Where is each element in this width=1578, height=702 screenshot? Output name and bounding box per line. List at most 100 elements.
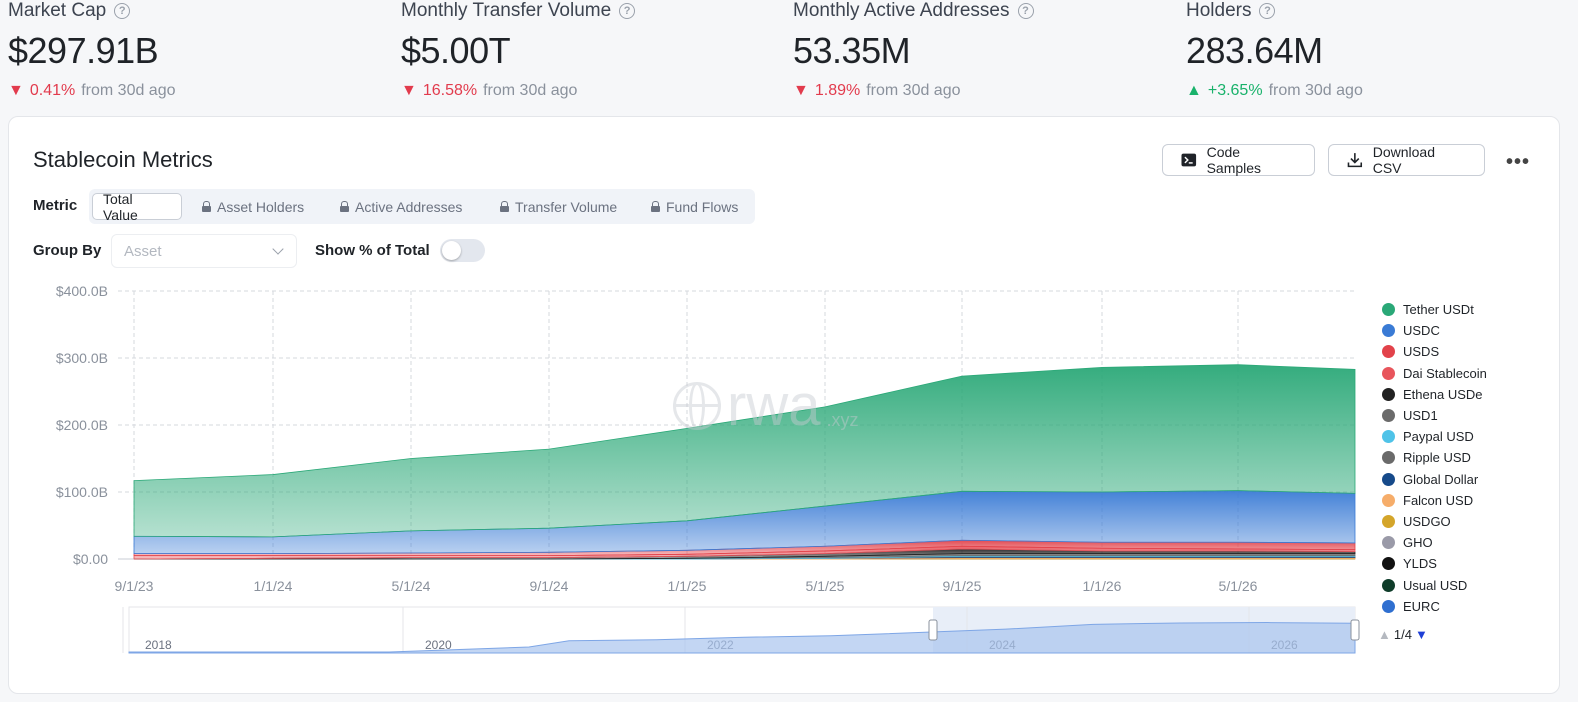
watermark-logo: rwa .xyz — [673, 372, 858, 439]
legend-item[interactable]: EURC — [1382, 596, 1542, 617]
show-percent-toggle[interactable] — [440, 239, 485, 262]
legend-item[interactable]: Ripple USD — [1382, 447, 1542, 468]
legend-label: Dai Stablecoin — [1403, 365, 1487, 381]
kpi-value: 53.35M — [793, 30, 911, 71]
area-tether-usdt — [133, 364, 1356, 538]
x-tick-label: 5/1/24 — [392, 578, 431, 594]
legend-item[interactable]: Ethena USDe — [1382, 384, 1542, 405]
legend-swatch — [1382, 430, 1395, 444]
lock-icon — [651, 201, 660, 212]
download-icon — [1347, 153, 1363, 168]
stablecoin-metrics-card: Stablecoin Metrics Code Samples Download… — [8, 116, 1560, 694]
legend-item[interactable]: YLDS — [1382, 553, 1542, 574]
legend-item[interactable]: USD1 — [1382, 405, 1542, 426]
metric-tab-total-value[interactable]: Total Value — [92, 190, 182, 223]
code-samples-label: Code Samples — [1206, 144, 1262, 176]
navigator-handle-left[interactable] — [928, 619, 938, 641]
kpi-holders: Holders? 283.64M ▲ +3.65% from 30d ago — [1186, 0, 1363, 100]
metric-tab-fund-flows[interactable]: Fund Flows — [651, 193, 738, 220]
kpi-title: Market Cap — [8, 0, 107, 21]
watermark-text: rwa — [727, 373, 821, 438]
legend-swatch — [1382, 536, 1395, 550]
legend-item[interactable]: Falcon USD — [1382, 490, 1542, 511]
y-tick-label: $300.0B — [56, 350, 108, 366]
legend-label: USDC — [1403, 323, 1440, 339]
kpi-delta: 16.58% — [422, 82, 478, 99]
navigator-tick-label: 2020 — [425, 638, 452, 652]
legend-swatch — [1382, 493, 1395, 507]
legend-item[interactable]: Usual USD — [1382, 574, 1542, 595]
kpi-value: 283.64M — [1186, 30, 1323, 71]
legend-swatch — [1382, 366, 1395, 380]
help-icon[interactable]: ? — [1017, 3, 1034, 19]
legend-label: Usual USD — [1403, 577, 1468, 593]
legend-item[interactable]: GHO — [1382, 532, 1542, 553]
download-csv-label: Download CSV — [1372, 144, 1435, 176]
tab-label: Transfer Volume — [515, 198, 618, 215]
metric-tab-asset-holders[interactable]: Asset Holders — [202, 193, 304, 220]
lock-icon — [202, 201, 211, 212]
legend-swatch — [1382, 345, 1395, 359]
legend-item[interactable]: USDGO — [1382, 511, 1542, 532]
x-tick-label: 1/1/25 — [668, 578, 707, 594]
page-up-icon[interactable]: ▲ — [1378, 627, 1391, 642]
legend-item[interactable]: USDS — [1382, 341, 1542, 362]
help-icon[interactable]: ? — [1259, 3, 1276, 19]
y-tick-label: $100.0B — [56, 484, 108, 500]
pager-text: 1/4 — [1393, 627, 1412, 642]
legend-label: USD1 — [1403, 408, 1438, 424]
stacked-area-chart[interactable]: $0.00 $100.0B $200.0B $300.0B $400.0B 9/1/23 1… — [9, 117, 1561, 695]
tab-label: Fund Flows — [666, 198, 739, 215]
kpi-delta-suffix: from 30d ago — [483, 82, 578, 99]
tab-label: Active Addresses — [355, 198, 463, 215]
legend-swatch — [1382, 409, 1395, 423]
page-down-icon[interactable]: ▼ — [1414, 627, 1428, 642]
legend-label: USDGO — [1403, 513, 1451, 529]
download-csv-button[interactable]: Download CSV — [1328, 144, 1485, 176]
kpi-delta-suffix: from 30d ago — [1268, 82, 1363, 99]
more-options-icon[interactable]: ••• — [1506, 151, 1531, 173]
navigator-handle-right[interactable] — [1350, 619, 1360, 641]
legend-label: Paypal USD — [1403, 429, 1474, 445]
down-arrow-icon: ▼ — [793, 82, 809, 99]
x-tick-label: 9/1/25 — [943, 578, 982, 594]
kpi-row: Market Cap? $297.91B ▼ 0.41% from 30d ago … — [0, 0, 1578, 112]
x-tick-label: 5/1/25 — [806, 578, 845, 594]
legend-item[interactable]: Dai Stablecoin — [1382, 363, 1542, 384]
code-samples-button[interactable]: Code Samples — [1162, 144, 1315, 176]
tab-label: Total Value — [103, 190, 138, 223]
group-by-select[interactable]: Asset — [111, 234, 297, 268]
kpi-title: Holders — [1186, 0, 1252, 21]
legend-swatch — [1382, 387, 1395, 401]
card-title: Stablecoin Metrics — [33, 147, 213, 172]
legend-swatch — [1382, 514, 1395, 528]
watermark-suffix: .xyz — [826, 410, 859, 430]
kpi-value: $5.00T — [401, 30, 511, 71]
navigator-tick-label: 2018 — [145, 638, 172, 652]
legend-label: Falcon USD — [1403, 492, 1474, 508]
legend-item[interactable]: USDC — [1382, 320, 1542, 341]
metric-tab-transfer-volume[interactable]: Transfer Volume — [500, 193, 617, 220]
metric-tab-active-addresses[interactable]: Active Addresses — [340, 193, 462, 220]
help-icon[interactable]: ? — [619, 3, 636, 19]
x-tick-label: 1/1/26 — [1083, 578, 1122, 594]
kpi-title: Monthly Active Addresses — [793, 0, 1010, 21]
kpi-delta-suffix: from 30d ago — [866, 82, 961, 99]
help-icon[interactable]: ? — [114, 3, 131, 19]
legend-swatch — [1382, 303, 1395, 317]
legend-swatch — [1382, 472, 1395, 486]
x-tick-label: 5/1/26 — [1219, 578, 1258, 594]
legend-swatch — [1382, 578, 1395, 592]
kpi-market-cap: Market Cap? $297.91B ▼ 0.41% from 30d ago — [8, 0, 176, 100]
legend-item[interactable]: Tether USDt — [1382, 299, 1542, 320]
legend-item[interactable]: Global Dollar — [1382, 469, 1542, 490]
group-by-label: Group By — [33, 242, 102, 259]
terminal-icon — [1181, 153, 1197, 167]
legend-swatch — [1382, 599, 1395, 613]
down-arrow-icon: ▼ — [8, 82, 24, 99]
legend-item[interactable]: Paypal USD — [1382, 426, 1542, 447]
legend-label: Ripple USD — [1403, 450, 1471, 466]
y-tick-label: $200.0B — [56, 417, 108, 433]
x-tick-label: 9/1/23 — [115, 578, 154, 594]
legend-label: Tether USDt — [1403, 302, 1474, 318]
